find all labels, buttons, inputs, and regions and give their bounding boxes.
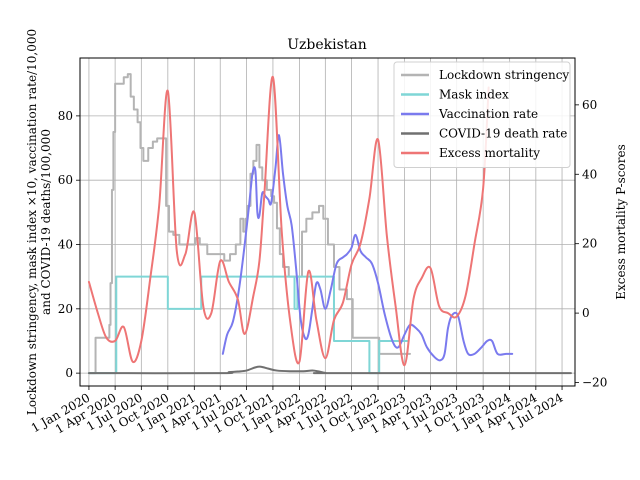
y-right-tick-label-3: 40 (582, 167, 597, 181)
y-right-tick-label-2: 20 (582, 237, 597, 251)
y-left-tick-label-4: 80 (58, 109, 73, 123)
legend-box (393, 61, 571, 168)
series-line-excess-mortality (87, 76, 490, 367)
legend-label-covid-19-death-rate: COVID-19 death rate (439, 127, 567, 141)
y-axis-left-label-line-2: and COVID-19 deaths/100,000 (39, 129, 53, 315)
y-axis-left: 0 20 40 60 80 (58, 109, 80, 380)
y-right-tick-label-4: 60 (582, 98, 597, 112)
chart-title: Uzbekistan (287, 37, 367, 53)
y-right-tick-label-1: 0 (582, 306, 590, 320)
legend: Lockdown stringency Mask index Vaccination… (393, 61, 571, 168)
y-axis-left-label-line-1: Lockdown stringency, mask index ×10, vac… (25, 29, 39, 415)
y-right-tick-label-0: −20 (582, 376, 607, 390)
y-axis-right: −20 0 20 40 60 (575, 98, 607, 390)
y-axis-right-label: Excess mortality P-scores (614, 144, 628, 299)
y-left-tick-label-3: 60 (58, 173, 73, 187)
legend-label-vaccination-rate: Vaccination rate (438, 107, 538, 121)
series-line-lockdown-stringency (87, 73, 411, 375)
y-left-tick-label-0: 0 (65, 366, 73, 380)
plot-series-group (87, 73, 572, 375)
legend-label-excess-mortality: Excess mortality (439, 146, 540, 160)
legend-label-mask-index: Mask index (439, 88, 509, 102)
y-left-tick-label-2: 40 (58, 238, 73, 252)
series-line-vaccination-rate (221, 134, 514, 362)
y-left-tick-label-1: 20 (58, 302, 73, 316)
plot-frame (79, 57, 576, 387)
series-line-covid-19-death-rate (87, 365, 572, 375)
legend-label-lockdown-stringency: Lockdown stringency (439, 68, 569, 82)
